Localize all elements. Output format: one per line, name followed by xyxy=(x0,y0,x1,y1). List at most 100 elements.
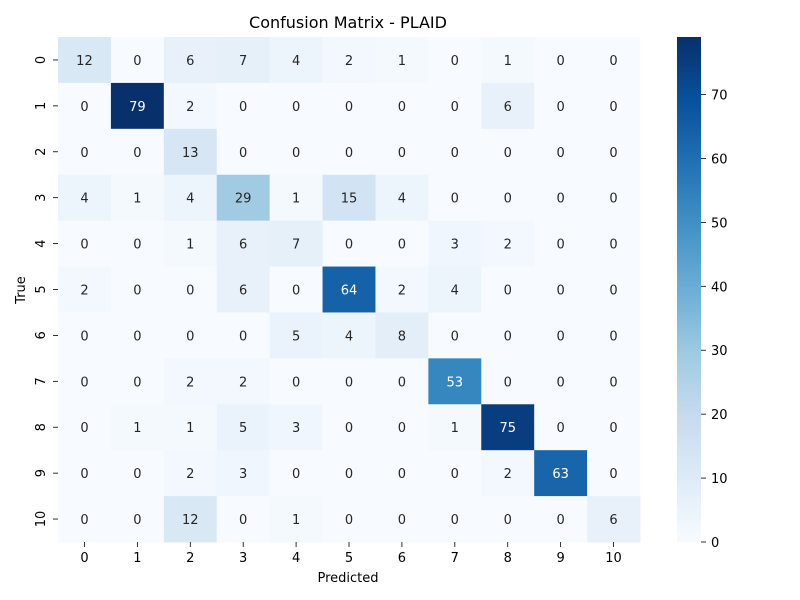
cell-value-0-7: 0 xyxy=(451,54,459,69)
heatmap-cell-4-2 xyxy=(163,220,218,268)
cell-value-6-7: 0 xyxy=(451,329,459,344)
cell-value-3-8: 0 xyxy=(504,192,512,207)
heatmap-cell-10-1 xyxy=(110,496,165,543)
cell-value-2-2: 13 xyxy=(182,146,199,161)
heatmap-cell-2-0 xyxy=(58,128,112,176)
cell-value-5-4: 0 xyxy=(292,284,300,299)
heatmap-cell-4-9 xyxy=(534,220,588,268)
cell-value-7-9: 0 xyxy=(556,375,564,390)
cell-value-1-6: 0 xyxy=(398,100,406,115)
cell-value-8-1: 1 xyxy=(133,421,141,436)
colorbar-tick-label: 60 xyxy=(711,152,728,167)
heatmap-cell-1-1 xyxy=(110,82,165,130)
heatmap-cell-8-10 xyxy=(587,404,641,451)
heatmap-cell-8-3 xyxy=(216,404,271,451)
heatmap-cell-10-0 xyxy=(58,496,112,543)
heatmap-cell-0-7 xyxy=(428,37,482,84)
y-axis-label: True xyxy=(14,276,29,305)
cell-value-6-6: 8 xyxy=(398,329,406,344)
cell-value-7-0: 0 xyxy=(80,375,88,390)
heatmap-cell-6-3 xyxy=(216,312,271,359)
cell-value-0-9: 0 xyxy=(556,54,564,69)
heatmap-cell-9-7 xyxy=(428,450,482,497)
heatmap-cell-3-4 xyxy=(269,174,324,222)
cell-value-6-9: 0 xyxy=(556,329,564,344)
x-tick-label: 7 xyxy=(451,551,459,566)
y-tick-label: 9 xyxy=(34,469,49,477)
cell-value-5-2: 0 xyxy=(186,284,194,299)
y-tick-label: 10 xyxy=(34,511,49,528)
heatmap-cell-4-0 xyxy=(58,220,112,268)
heatmap-cell-10-2 xyxy=(163,496,218,543)
heatmap-cell-10-10 xyxy=(587,496,641,543)
cell-value-2-3: 0 xyxy=(239,146,247,161)
heatmap-cell-1-4 xyxy=(269,82,324,130)
cell-value-4-2: 1 xyxy=(186,238,194,253)
heatmap-cell-3-3 xyxy=(216,174,271,222)
cell-value-10-10: 6 xyxy=(609,513,617,528)
x-tick-label: 9 xyxy=(556,551,564,566)
cell-value-6-5: 4 xyxy=(345,329,353,344)
heatmap-cell-9-10 xyxy=(587,450,641,497)
cell-value-9-7: 0 xyxy=(451,467,459,482)
heatmap-cell-6-4 xyxy=(269,312,324,359)
y-tick-label: 8 xyxy=(34,423,49,431)
cell-value-4-10: 0 xyxy=(609,238,617,253)
heatmap-cell-0-2 xyxy=(163,37,218,84)
cell-value-4-8: 2 xyxy=(504,238,512,253)
cell-value-3-10: 0 xyxy=(609,192,617,207)
heatmap-cell-1-10 xyxy=(587,82,641,130)
cell-value-8-10: 0 xyxy=(609,421,617,436)
colorbar: 0 10 20 30 40 50 60 70 xyxy=(677,37,728,551)
cell-value-5-9: 0 xyxy=(556,284,564,299)
y-tick-label: 7 xyxy=(34,377,49,385)
heatmap-cell-1-6 xyxy=(375,82,429,130)
cell-value-0-2: 6 xyxy=(186,54,194,69)
heatmap-cell-3-9 xyxy=(534,174,588,222)
heatmap-cell-10-5 xyxy=(322,496,376,543)
cell-value-9-9: 63 xyxy=(552,467,569,482)
cell-value-10-9: 0 xyxy=(556,513,564,528)
heatmap-cell-0-4 xyxy=(269,37,324,84)
heatmap-cell-5-10 xyxy=(587,266,641,313)
cell-value-9-3: 3 xyxy=(239,467,247,482)
heatmap-cell-9-0 xyxy=(58,450,112,497)
x-tick-label: 6 xyxy=(398,551,406,566)
heatmap-cell-10-4 xyxy=(269,496,324,543)
cell-value-9-5: 0 xyxy=(345,467,353,482)
heatmap-cell-3-1 xyxy=(110,174,165,222)
heatmap-cell-3-8 xyxy=(481,174,535,222)
heatmap-cell-2-6 xyxy=(375,128,429,176)
cell-value-6-4: 5 xyxy=(292,329,300,344)
cell-value-10-1: 0 xyxy=(133,513,141,528)
cell-value-7-8: 0 xyxy=(504,375,512,390)
heatmap-cell-0-8 xyxy=(481,37,535,84)
cell-value-1-0: 0 xyxy=(80,100,88,115)
colorbar-tick-label: 20 xyxy=(711,408,728,423)
heatmap-cell-5-8 xyxy=(481,266,535,313)
heatmap-cell-2-7 xyxy=(428,128,482,176)
cell-value-4-6: 0 xyxy=(398,238,406,253)
heatmap-cell-3-0 xyxy=(58,174,112,222)
cell-value-8-0: 0 xyxy=(80,421,88,436)
cell-value-2-9: 0 xyxy=(556,146,564,161)
y-tick-label: 1 xyxy=(34,102,49,110)
heatmap-cell-2-9 xyxy=(534,128,588,176)
heatmap-cell-10-7 xyxy=(428,496,482,543)
heatmap-cell-6-6 xyxy=(375,312,429,359)
heatmap-cell-1-3 xyxy=(216,82,271,130)
x-tick-label: 5 xyxy=(345,551,353,566)
heatmap-cell-7-9 xyxy=(534,358,588,405)
heatmap-cell-10-8 xyxy=(481,496,535,543)
y-tick-label: 4 xyxy=(34,239,49,247)
y-axis-ticks: 0 1 2 3 4 5 6 7 8 9 10 xyxy=(34,56,58,528)
cell-value-2-10: 0 xyxy=(609,146,617,161)
heatmap-cell-5-3 xyxy=(216,266,271,313)
cell-value-4-9: 0 xyxy=(556,238,564,253)
heatmap-cell-2-3 xyxy=(216,128,271,176)
cell-value-2-4: 0 xyxy=(292,146,300,161)
heatmap-cell-0-10 xyxy=(587,37,641,84)
cell-value-8-3: 5 xyxy=(239,421,247,436)
heatmap-cell-4-6 xyxy=(375,220,429,268)
heatmap-cell-2-2 xyxy=(163,128,218,176)
